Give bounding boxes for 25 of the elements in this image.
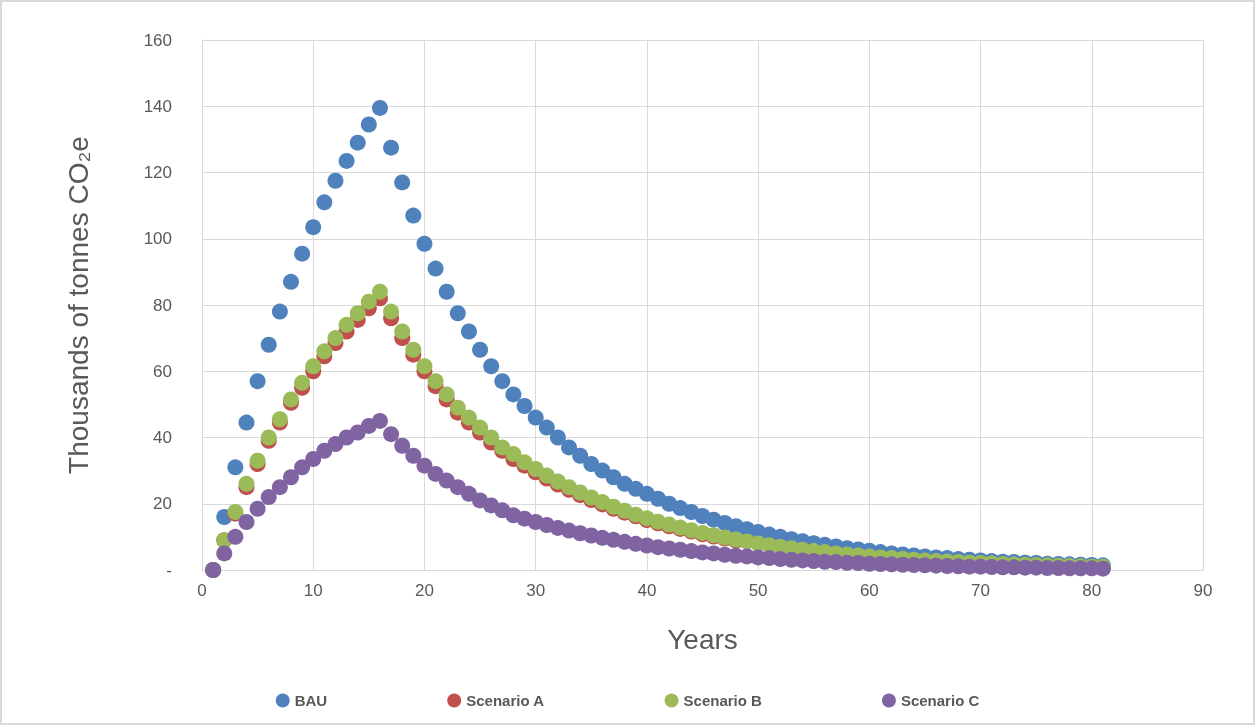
x-tick-label: 10 bbox=[303, 581, 323, 600]
y-tick-label: - bbox=[166, 560, 172, 580]
y-tick-label: 160 bbox=[143, 30, 172, 50]
y-tick-label: 60 bbox=[153, 361, 172, 381]
legend-label: Scenario C bbox=[900, 692, 980, 709]
y-tick-label: 140 bbox=[143, 96, 172, 116]
y-tick-label: 100 bbox=[143, 229, 172, 249]
x-tick-label: 70 bbox=[971, 581, 991, 600]
x-tick-label: 30 bbox=[526, 581, 546, 600]
x-tick-label: 80 bbox=[1082, 581, 1102, 600]
x-tick-label: 50 bbox=[748, 581, 768, 600]
y-tick-label: 80 bbox=[153, 295, 172, 315]
legend-label: Scenario B bbox=[683, 692, 763, 709]
x-tick-label: 0 bbox=[197, 581, 207, 600]
x-tick-label: 20 bbox=[414, 581, 434, 600]
x-axis-title: Years bbox=[667, 623, 738, 655]
legend-label: Scenario A bbox=[466, 692, 545, 709]
x-tick-label: 40 bbox=[637, 581, 657, 600]
x-tick-label: 90 bbox=[1193, 581, 1213, 600]
y-tick-label: 120 bbox=[143, 163, 172, 182]
x-tick-label: 60 bbox=[859, 581, 879, 600]
y-tick-label: 40 bbox=[153, 428, 172, 447]
y-tick-label: 20 bbox=[153, 494, 172, 514]
legend-label: BAU bbox=[294, 692, 328, 709]
y-axis-title: Thousands of tonnes CO₂e bbox=[62, 136, 94, 474]
